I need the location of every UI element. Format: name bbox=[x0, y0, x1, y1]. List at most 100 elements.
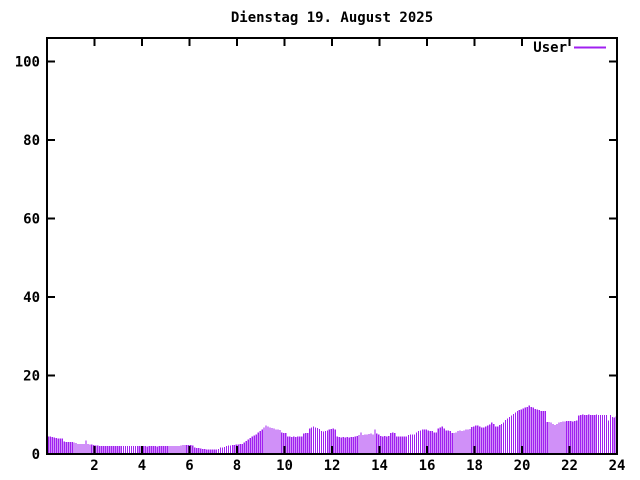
impulse-bar bbox=[399, 436, 402, 454]
impulse-bar bbox=[182, 445, 184, 454]
y-tick-label: 40 bbox=[23, 290, 40, 306]
impulse-bar bbox=[427, 430, 429, 454]
impulse-bar bbox=[435, 432, 437, 454]
impulse-bar bbox=[105, 446, 107, 454]
impulse-bar bbox=[330, 428, 333, 454]
impulse-bar bbox=[299, 436, 301, 454]
impulse-bar bbox=[388, 435, 390, 454]
impulse-bar bbox=[461, 430, 463, 454]
impulse-bar bbox=[589, 414, 592, 454]
impulse-bar bbox=[439, 427, 441, 454]
impulse-bar bbox=[265, 425, 267, 454]
impulse-bar bbox=[95, 445, 97, 454]
impulse-bar bbox=[609, 414, 612, 454]
impulse-bar bbox=[267, 426, 269, 454]
impulse-bar bbox=[384, 435, 386, 454]
impulse-bar bbox=[364, 434, 366, 454]
impulse-bar bbox=[457, 431, 459, 454]
legend: User bbox=[533, 40, 606, 56]
impulse-bar bbox=[506, 418, 509, 454]
impulse-bar bbox=[120, 446, 123, 454]
impulse-bar bbox=[253, 435, 255, 454]
impulse-bar bbox=[558, 422, 560, 454]
impulse-bar bbox=[249, 437, 251, 454]
impulse-bar bbox=[489, 424, 491, 454]
impulse-bar bbox=[593, 414, 596, 454]
impulse-bar bbox=[178, 445, 180, 454]
impulse-bar bbox=[156, 446, 158, 454]
impulse-bar bbox=[485, 426, 487, 454]
impulse-bar bbox=[166, 446, 168, 454]
impulse-bar bbox=[409, 434, 412, 454]
impulse-bar bbox=[447, 430, 449, 454]
impulse-bar bbox=[398, 436, 400, 454]
impulse-bar bbox=[586, 414, 588, 454]
impulse-bar bbox=[522, 408, 524, 454]
impulse-bar bbox=[584, 414, 586, 454]
impulse-bar bbox=[204, 448, 206, 454]
impulse-bar bbox=[526, 406, 528, 454]
impulse-bar bbox=[55, 437, 57, 454]
impulse-bar bbox=[548, 422, 550, 454]
impulse-bar bbox=[124, 446, 127, 454]
impulse-bar bbox=[518, 410, 521, 454]
impulse-bar bbox=[283, 432, 285, 454]
impulse-bar bbox=[542, 410, 544, 454]
impulse-bar bbox=[142, 446, 144, 454]
impulse-bar bbox=[229, 445, 232, 454]
x-tick-label: 12 bbox=[324, 458, 341, 474]
impulse-bar bbox=[332, 428, 334, 454]
impulse-bar bbox=[118, 446, 121, 454]
impulse-bar bbox=[172, 446, 174, 454]
impulse-bar bbox=[502, 422, 505, 454]
impulse-bar bbox=[146, 446, 148, 454]
impulse-bar bbox=[241, 443, 243, 454]
impulse-bar bbox=[101, 445, 103, 454]
impulse-bar bbox=[154, 446, 156, 454]
impulse-bar bbox=[334, 429, 336, 454]
impulse-bar bbox=[417, 431, 420, 454]
impulse-bar bbox=[247, 439, 249, 454]
impulse-bar bbox=[601, 414, 604, 454]
impulse-bar bbox=[413, 434, 416, 454]
impulse-bar bbox=[198, 448, 200, 454]
impulse-bar bbox=[407, 434, 410, 454]
impulse-bar bbox=[303, 433, 305, 454]
impulse-bar bbox=[295, 437, 297, 454]
impulse-bar bbox=[122, 446, 125, 454]
impulse-bar bbox=[257, 432, 259, 454]
impulse-bar bbox=[607, 420, 610, 454]
impulse-bar bbox=[291, 437, 293, 454]
impulse-bar bbox=[516, 410, 519, 454]
impulse-bar bbox=[136, 446, 139, 454]
impulse-bar bbox=[611, 417, 614, 454]
impulse-bar bbox=[314, 427, 317, 454]
impulse-bar bbox=[394, 432, 396, 454]
impulse-bar bbox=[536, 409, 538, 454]
impulse-bar bbox=[79, 444, 81, 454]
impulse-bar bbox=[514, 412, 517, 454]
impulse-bar bbox=[63, 441, 65, 454]
impulse-bar bbox=[320, 431, 323, 454]
impulse-bar bbox=[138, 446, 141, 454]
impulse-bar bbox=[57, 438, 59, 454]
impulse-bar bbox=[528, 405, 530, 454]
impulse-bar bbox=[306, 433, 309, 454]
impulse-bar bbox=[376, 433, 378, 454]
impulse-bar bbox=[215, 449, 218, 454]
impulse-bar bbox=[162, 446, 164, 454]
impulse-bar bbox=[285, 433, 287, 454]
impulse-bar bbox=[251, 436, 253, 454]
impulse-bar bbox=[576, 420, 578, 454]
impulse-bar bbox=[445, 430, 447, 454]
impulse-bar bbox=[279, 430, 281, 454]
impulse-bar bbox=[297, 436, 299, 454]
impulse-bar bbox=[208, 449, 210, 454]
x-tick-label: 24 bbox=[609, 458, 626, 474]
impulse-bar bbox=[324, 431, 327, 454]
impulse-bar bbox=[532, 407, 534, 454]
impulse-bar bbox=[255, 434, 257, 454]
impulse-bar bbox=[374, 429, 376, 454]
impulse-bar bbox=[386, 436, 388, 454]
